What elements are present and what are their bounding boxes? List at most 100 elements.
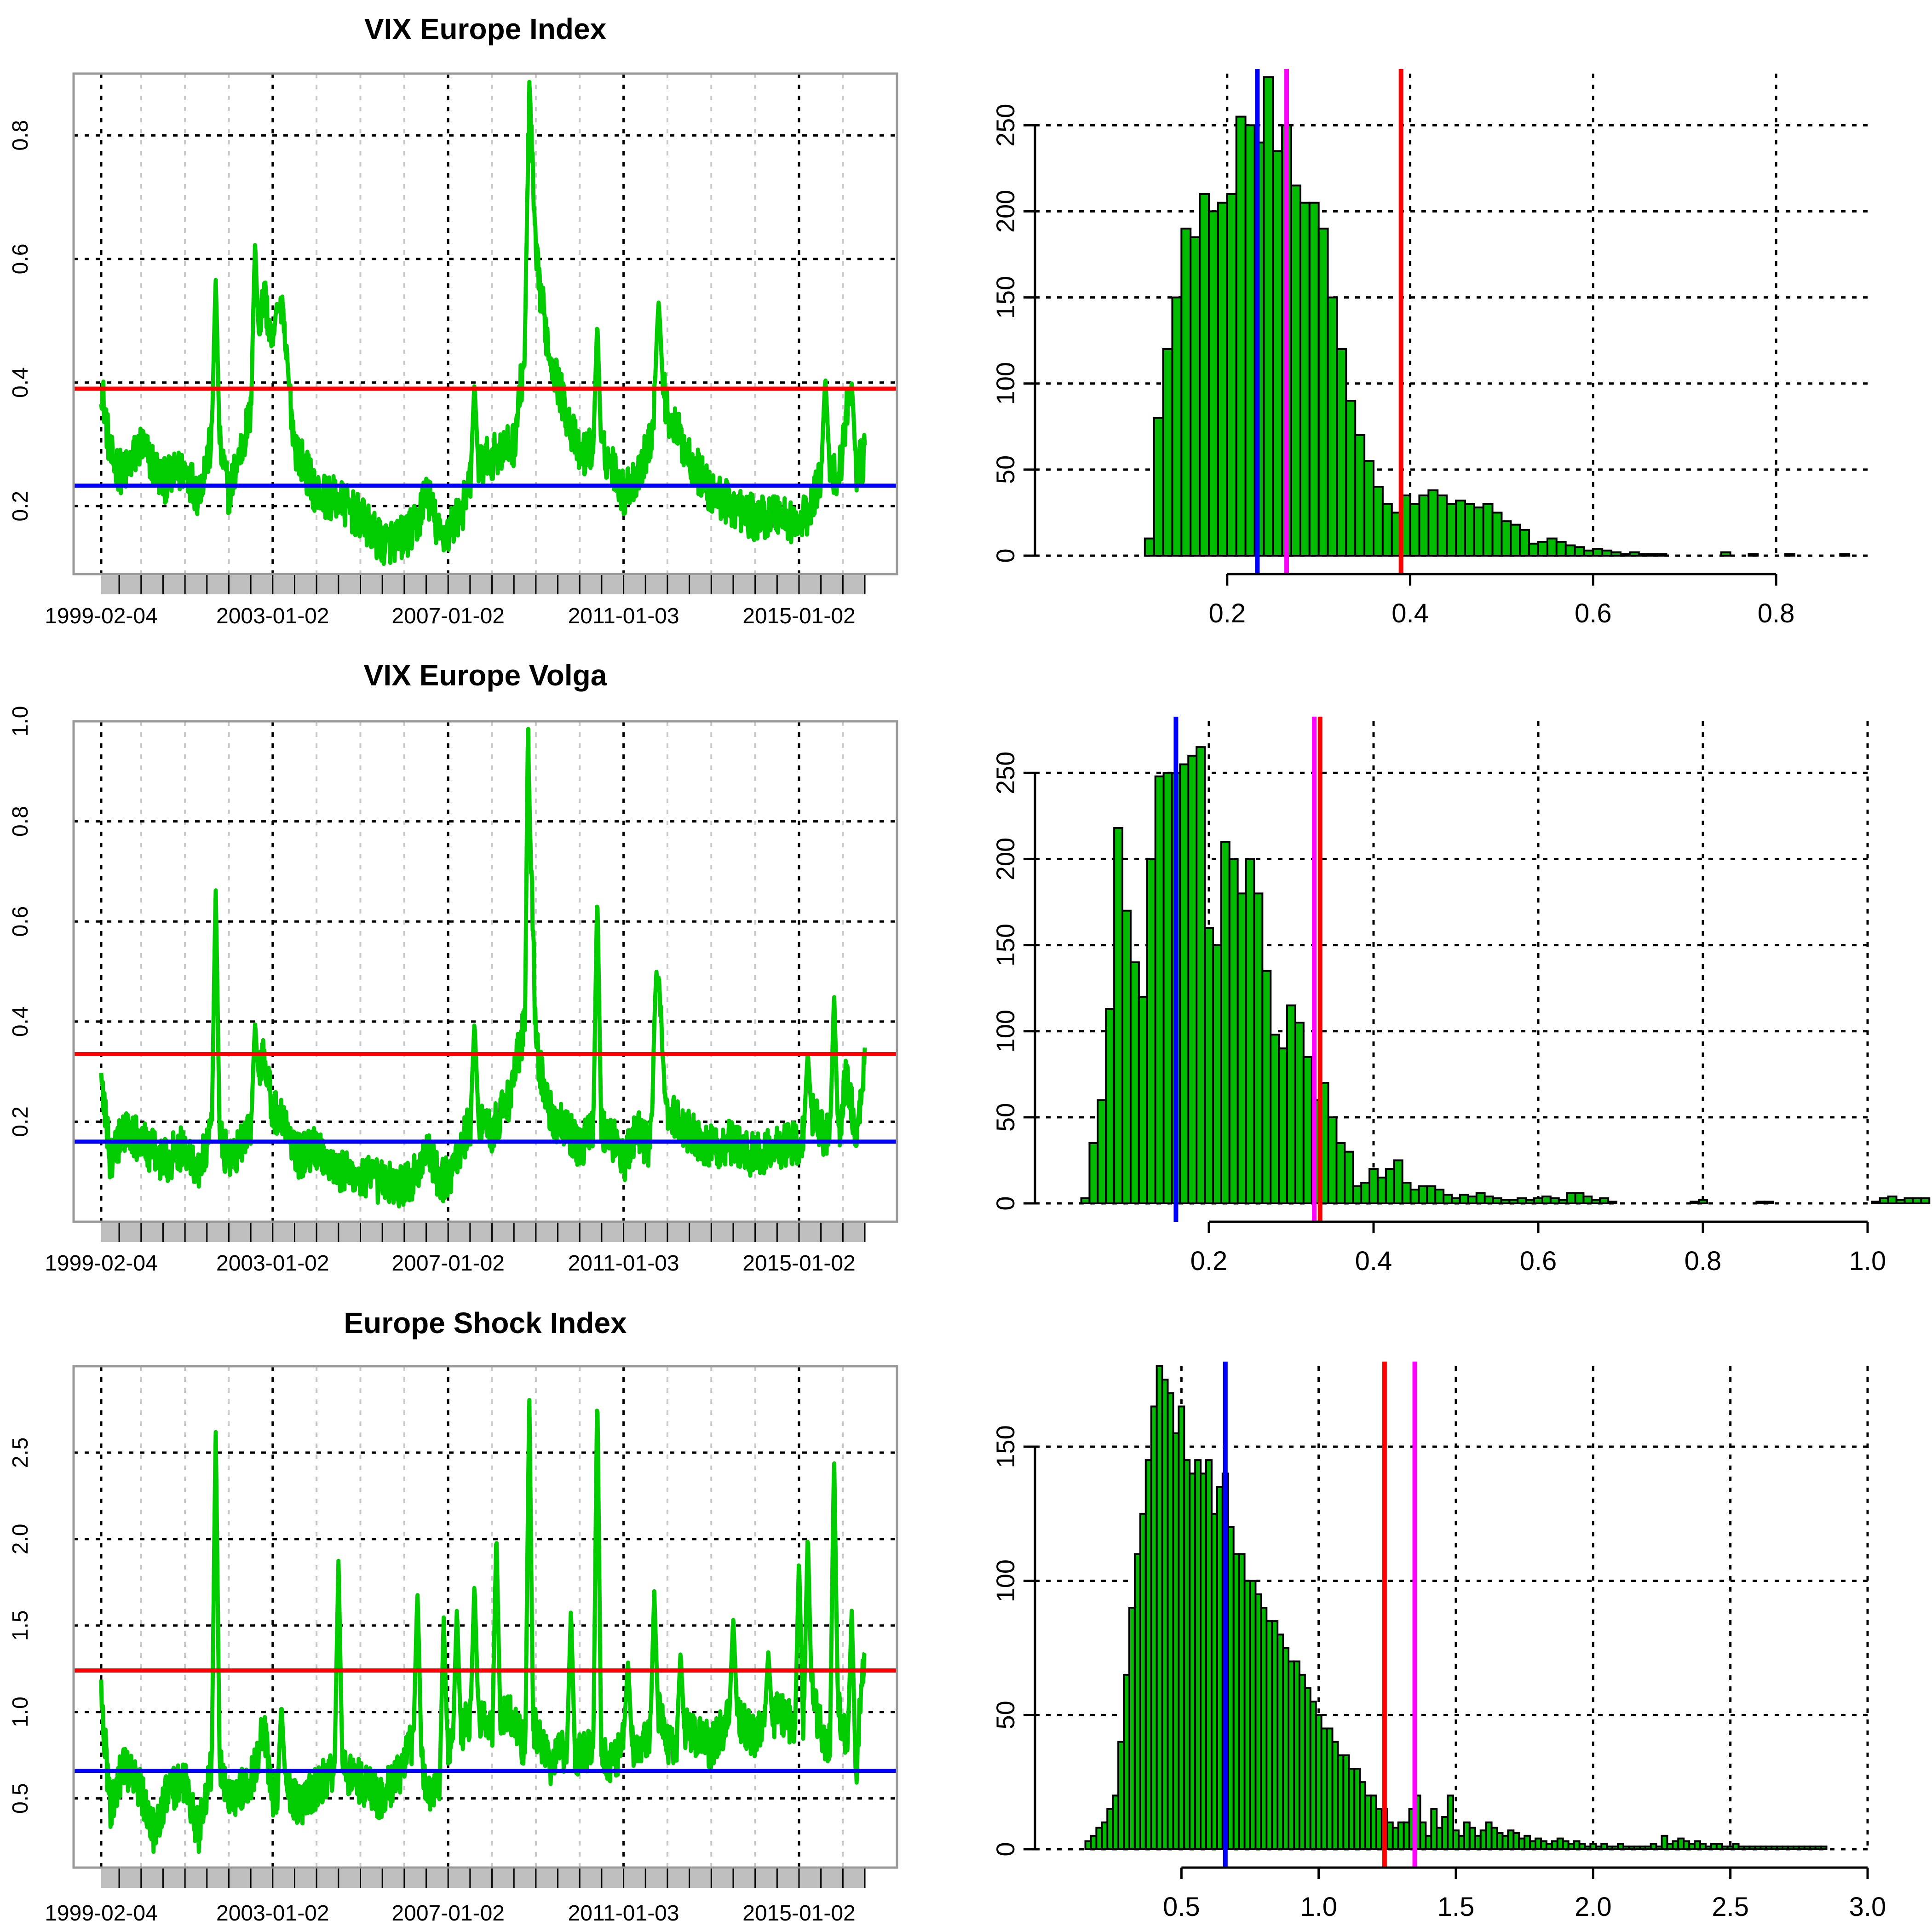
histogram-bar bbox=[1451, 1197, 1461, 1205]
histogram-bar bbox=[1212, 944, 1222, 1205]
histogram-bar bbox=[1144, 537, 1155, 557]
y-tick-label: 100 bbox=[991, 362, 1020, 405]
histogram-bar bbox=[1564, 544, 1576, 557]
series-line bbox=[99, 727, 867, 1208]
histogram-bar bbox=[1286, 1004, 1296, 1205]
date-label: 2003-01-02 bbox=[216, 1251, 329, 1276]
histogram-bar bbox=[1302, 1056, 1313, 1205]
x-tick-label: 0.2 bbox=[1208, 598, 1246, 628]
y-tick-label: 50 bbox=[991, 1701, 1020, 1729]
histogram-bar bbox=[1537, 541, 1548, 557]
histogram-bar bbox=[1720, 551, 1731, 557]
y-tick-label: 0.8 bbox=[8, 806, 33, 837]
histogram-bar bbox=[1607, 1201, 1618, 1204]
y-tick-label: 2.0 bbox=[8, 1524, 33, 1554]
date-label: 2007-01-02 bbox=[391, 1901, 505, 1926]
histogram-bar bbox=[1235, 115, 1247, 557]
histogram-bar bbox=[1162, 348, 1173, 557]
histogram-bar bbox=[1097, 1099, 1107, 1204]
panel-title: VIX Europe Index bbox=[364, 12, 607, 46]
histogram-bar bbox=[1294, 1022, 1305, 1204]
histogram-bar bbox=[1154, 775, 1165, 1205]
x-tick-label: 0.6 bbox=[1575, 598, 1612, 628]
histogram-bar bbox=[1870, 1201, 1881, 1204]
date-label: 1999-02-04 bbox=[45, 604, 158, 628]
histogram-bar bbox=[1105, 1008, 1116, 1204]
histogram-bar bbox=[1317, 227, 1329, 557]
histogram-bar bbox=[1336, 348, 1347, 557]
histogram-bar bbox=[1610, 551, 1622, 557]
histogram-bar bbox=[1784, 553, 1795, 557]
histogram-bar bbox=[1381, 503, 1393, 557]
histogram-bar bbox=[1138, 995, 1148, 1205]
histogram-bar bbox=[1473, 506, 1484, 557]
histogram-bar bbox=[1228, 858, 1239, 1204]
y-tick-label: 0.5 bbox=[8, 1783, 33, 1814]
histogram-bar bbox=[1491, 512, 1503, 557]
histogram-bar bbox=[1121, 909, 1132, 1204]
panel-frame bbox=[72, 1365, 898, 1869]
histogram-bar bbox=[1270, 1034, 1280, 1204]
histogram-bar bbox=[1345, 400, 1357, 557]
date-label: 2011-01-03 bbox=[568, 1251, 679, 1276]
histogram-bar bbox=[1368, 1168, 1379, 1204]
time-series-panel-3: VIX Europe Volga 0.2 0.4 0.6 0.8 1.0 1999-02-0… bbox=[8, 659, 898, 1276]
histogram-bar bbox=[1546, 537, 1558, 557]
y-tick-label: 0.6 bbox=[8, 244, 33, 275]
histogram-bar bbox=[1190, 236, 1201, 557]
histogram-bar bbox=[1354, 434, 1366, 557]
histogram-bar bbox=[1426, 1185, 1437, 1205]
date-label: 2011-01-03 bbox=[568, 604, 679, 628]
histogram-bar bbox=[1179, 763, 1190, 1204]
series-line bbox=[99, 80, 867, 566]
date-label: 2007-01-02 bbox=[391, 604, 505, 628]
histogram-bar bbox=[1409, 1189, 1420, 1204]
histogram-bar bbox=[1698, 1199, 1708, 1205]
histogram-bar bbox=[1764, 1201, 1774, 1204]
histogram-bar bbox=[1887, 1196, 1898, 1204]
histogram-bar bbox=[1226, 193, 1237, 557]
y-tick-label: 0.4 bbox=[8, 367, 33, 398]
histogram-bar bbox=[1661, 1834, 1668, 1850]
date-label: 2003-01-02 bbox=[216, 604, 329, 628]
histogram-bar bbox=[1583, 549, 1594, 557]
histogram-bar bbox=[1566, 1192, 1576, 1205]
histogram-bar bbox=[1373, 486, 1384, 557]
x-tick-label: 0.4 bbox=[1355, 1246, 1392, 1276]
histogram-bar bbox=[1360, 1182, 1371, 1204]
histogram-bar bbox=[1080, 1197, 1091, 1205]
time-series-panel-5: Europe Shock Index 0.5 1.0 1.5 2.0 2.5 1999-02… bbox=[8, 1306, 898, 1926]
histogram-bar bbox=[1418, 1185, 1428, 1205]
histogram-bar bbox=[1475, 1192, 1486, 1205]
histogram-bar bbox=[1327, 296, 1338, 557]
date-label: 2007-01-02 bbox=[391, 1251, 505, 1276]
histogram-bar bbox=[1153, 417, 1164, 557]
histogram-bar bbox=[1500, 1199, 1511, 1205]
histogram-bar bbox=[1208, 210, 1219, 557]
histogram-bar bbox=[1517, 1197, 1527, 1205]
y-tick-label: 100 bbox=[991, 1559, 1020, 1602]
x-tick-label: 3.0 bbox=[1849, 1892, 1886, 1922]
y-tick-label: 0 bbox=[991, 1196, 1020, 1210]
time-series-panel-1: VIX Europe Index 0.2 0.4 0.6 0.8 1999-02-04 20… bbox=[8, 12, 898, 628]
histogram-bar bbox=[1088, 1142, 1099, 1204]
histogram-bar bbox=[1459, 1194, 1469, 1204]
histogram-bar bbox=[1437, 494, 1448, 557]
date-label: 1999-02-04 bbox=[45, 1251, 158, 1276]
x-tick-label: 2.0 bbox=[1575, 1892, 1612, 1922]
histogram-panel-6: 0 50 100 150 0.5 1.0 1.5 2.0 2.5 3.0 bbox=[991, 1362, 1886, 1922]
histogram-bar bbox=[1204, 927, 1214, 1204]
y-tick-label: 0.2 bbox=[8, 1106, 33, 1137]
y-tick-label: 250 bbox=[991, 752, 1020, 794]
histogram-bar bbox=[1482, 503, 1494, 557]
date-strip bbox=[101, 1223, 865, 1242]
histogram-bar bbox=[1541, 1196, 1552, 1204]
histogram-bar bbox=[1558, 1199, 1568, 1205]
y-tick-label: 200 bbox=[991, 190, 1020, 233]
histogram-bar bbox=[1446, 503, 1457, 557]
histogram-bar bbox=[1510, 523, 1521, 557]
histogram-bar bbox=[1549, 1197, 1560, 1205]
histogram-panel-2: 0 50 100 150 200 250 0.2 0.4 0.6 0.8 bbox=[991, 69, 1868, 628]
x-tick-label: 0.5 bbox=[1163, 1892, 1200, 1922]
